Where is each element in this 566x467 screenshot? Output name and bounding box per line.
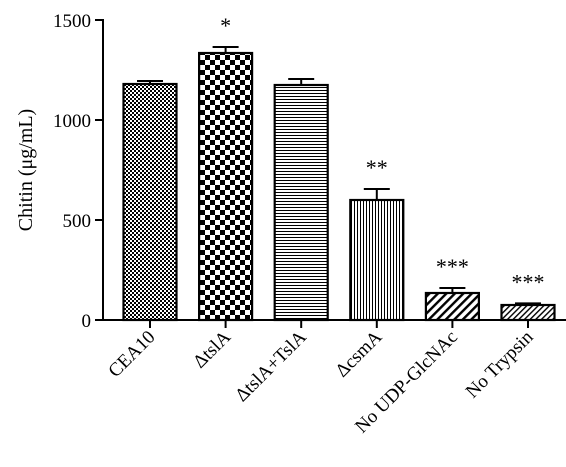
bar-6: [500, 303, 556, 322]
significance-marker: ***: [512, 269, 545, 294]
significance-marker: **: [366, 155, 388, 180]
category-label: ΔtslA: [189, 326, 235, 372]
category-label: ΔcsmA: [332, 326, 387, 381]
category-label: ΔtslA+TslA: [231, 326, 311, 406]
significance-marker: ***: [436, 254, 469, 279]
plot-area: 0 500 1000 1500 CEA10 ΔtslA * ΔtslA+TslA ΔcsmA **…: [53, 11, 566, 437]
bar-4: [349, 198, 405, 322]
bar-2: [198, 51, 254, 322]
y-tick-label: 1500: [53, 11, 91, 32]
y-tick-label: 0: [82, 311, 92, 332]
y-axis-label: Chitin (μg/mL): [15, 109, 37, 231]
significance-marker: *: [220, 13, 231, 38]
y-tick-label: 500: [63, 211, 92, 232]
bar-5: [424, 291, 480, 322]
category-label: No Trypsin: [462, 326, 538, 402]
bar-1: [122, 82, 178, 322]
y-tick-label: 1000: [53, 111, 91, 132]
category-label: CEA10: [104, 327, 159, 382]
bar-3: [273, 83, 329, 322]
